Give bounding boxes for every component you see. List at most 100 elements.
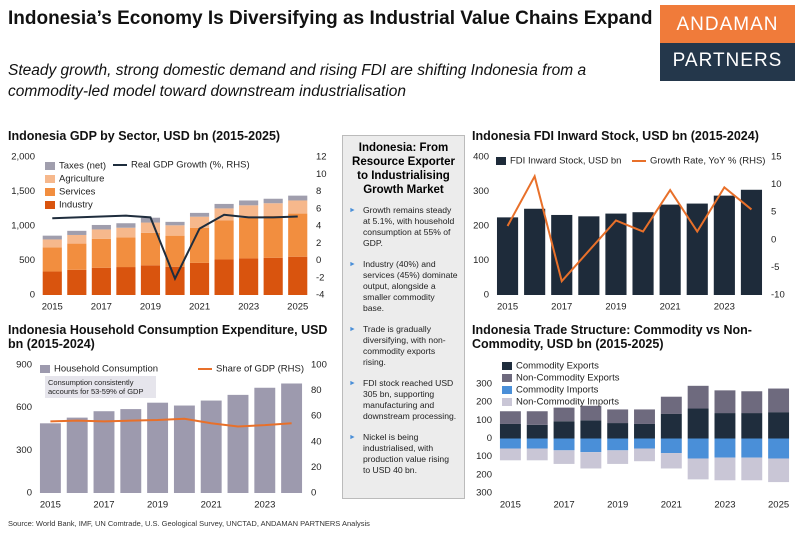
y-tick-label: 900: [16, 360, 32, 371]
y2-tick-label: 6: [316, 203, 321, 214]
bar: [189, 227, 210, 263]
bar: [607, 423, 629, 439]
bar: [524, 208, 546, 295]
bar: [768, 458, 790, 483]
line-series: [506, 173, 753, 284]
bar: [116, 223, 136, 228]
bar: [687, 408, 709, 439]
legend-swatch: [40, 365, 50, 373]
logo-bottom: PARTNERS: [660, 43, 795, 81]
bar: [140, 265, 161, 295]
bar: [263, 198, 283, 204]
legend-label: Growth Rate, YoY % (RHS): [650, 156, 765, 167]
legend-label: Non-Commodity Imports: [516, 397, 619, 408]
bar: [227, 394, 249, 493]
x-tick-label: 2023: [238, 302, 259, 313]
bar: [42, 247, 62, 272]
bar: [67, 243, 87, 270]
y-tick-label: 200: [476, 397, 492, 408]
x-tick-label: 2021: [189, 302, 210, 313]
bar: [580, 420, 602, 439]
x-tick-label: 2025: [768, 500, 789, 511]
bar: [66, 417, 88, 493]
bar: [67, 234, 87, 244]
x-tick-label: 2015: [42, 302, 63, 313]
bar: [263, 215, 283, 258]
bar: [526, 424, 548, 439]
bar: [580, 452, 602, 469]
legend-label: Services: [59, 187, 96, 198]
bar: [741, 438, 763, 458]
y-tick-label: 300: [476, 379, 492, 390]
bar: [165, 225, 185, 236]
y2-tick-label: 60: [311, 411, 322, 422]
legend-label: Household Consumption: [54, 364, 158, 375]
bar: [165, 221, 185, 226]
bar: [768, 438, 790, 459]
bar: [288, 213, 308, 257]
bar: [741, 413, 763, 439]
bar: [553, 407, 575, 422]
bar: [288, 256, 308, 295]
chart-title: Indonesia Trade Structure: Commodity vs …: [472, 323, 752, 351]
bar: [116, 267, 136, 295]
bar: [580, 405, 602, 421]
bar: [580, 438, 602, 453]
y-tick-label: 100: [476, 415, 492, 426]
x-tick-label: 2015: [40, 500, 61, 511]
chart-title: Indonesia GDP by Sector, USD bn (2015-20…: [8, 129, 281, 143]
bar: [687, 438, 709, 459]
legend-swatch: [502, 362, 512, 370]
bar: [189, 212, 210, 217]
x-tick-label: 2015: [500, 500, 521, 511]
x-tick-label: 2019: [147, 500, 168, 511]
bar: [687, 458, 709, 480]
bar: [214, 220, 234, 260]
bar: [288, 195, 308, 201]
page-title: Indonesia’s Economy Is Diversifying as I…: [8, 8, 653, 29]
bar: [281, 383, 303, 493]
legend-swatch: [45, 162, 55, 170]
bar: [140, 232, 161, 266]
y2-tick-label: 2: [316, 238, 321, 249]
page-subtitle: Steady growth, strong domestic demand an…: [8, 62, 587, 100]
bar: [553, 421, 575, 439]
bar: [687, 385, 709, 409]
y2-tick-label: 15: [771, 152, 782, 163]
bar: [553, 438, 575, 451]
bar: [189, 216, 210, 228]
bar: [239, 200, 259, 206]
bar: [116, 227, 136, 238]
source-note: Source: World Bank, IMF, UN Comtrade, U.…: [8, 519, 370, 528]
bar: [607, 450, 629, 464]
x-tick-label: 2021: [661, 500, 682, 511]
bar: [714, 438, 736, 458]
panel-title: Indonesia: From Resource Exporter to Ind…: [352, 142, 455, 196]
bar: [741, 457, 763, 481]
y2-tick-label: 40: [311, 436, 322, 447]
x-tick-label: 2021: [201, 500, 222, 511]
bar: [740, 189, 763, 295]
bar: [91, 224, 111, 230]
bar: [214, 259, 234, 295]
legend-swatch: [502, 386, 512, 394]
bar: [140, 222, 161, 233]
bar: [634, 409, 655, 424]
legend-label: Non-Commodity Exports: [516, 373, 620, 384]
y2-tick-label: 12: [316, 152, 327, 163]
bar: [499, 438, 521, 449]
y-tick-label: 1,000: [11, 221, 35, 232]
legend-label: Commodity Imports: [516, 385, 599, 396]
x-tick-label: 2023: [714, 302, 735, 313]
legend-swatch: [502, 398, 512, 406]
x-tick-label: 2019: [605, 302, 626, 313]
bar: [120, 409, 142, 493]
y2-tick-label: 4: [316, 221, 321, 232]
y-tick-label: 300: [473, 186, 489, 197]
legend-swatch: [496, 157, 506, 165]
legend-label: Real GDP Growth (%, RHS): [131, 160, 250, 171]
bar: [768, 388, 790, 413]
bar: [496, 217, 519, 295]
bar: [42, 239, 62, 248]
